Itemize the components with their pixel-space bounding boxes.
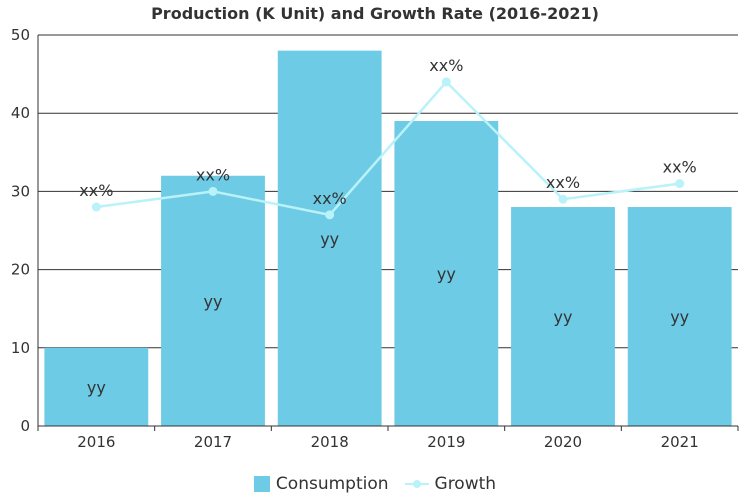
chart-title: Production (K Unit) and Growth Rate (201… [151,4,599,23]
bar-2019 [394,121,499,427]
legend-swatch-consumption [253,476,270,492]
x-tick-label: 2020 [544,433,582,451]
growth-data-label: xx% [546,173,580,192]
growth-point-2021 [675,179,685,189]
bar-data-label: yy [204,292,223,311]
legend-label-growth: Growth [434,474,497,494]
growth-data-label: xx% [663,158,697,177]
legend-item-growth[interactable]: Growth [404,474,497,494]
x-tick-label: 2016 [77,433,115,451]
growth-data-label: xx% [429,56,463,75]
y-tick-label: 10 [11,339,30,357]
growth-data-label: xx% [313,189,347,208]
y-tick-label: 40 [11,104,30,122]
y-tick-label: 50 [11,26,30,44]
x-tick-label: 2021 [661,433,699,451]
legend: Consumption Growth [0,474,750,494]
growth-point-2016 [91,202,101,212]
bar-2016 [44,347,149,426]
y-tick-label: 30 [11,182,30,200]
bar-data-label: yy [87,378,106,397]
bar-data-label: yy [670,308,689,327]
growth-point-2018 [325,210,335,220]
bar-2021 [627,207,732,426]
growth-point-2019 [441,77,451,87]
bar-data-label: yy [437,265,456,284]
x-tick-label: 2019 [427,433,465,451]
y-tick-label: 20 [11,261,30,279]
legend-item-consumption[interactable]: Consumption [253,474,389,494]
growth-line [96,80,680,217]
growth-point-2020 [558,194,568,204]
x-tick-label: 2017 [194,433,232,451]
growth-data-label: xx% [79,181,113,200]
legend-label-consumption: Consumption [275,474,389,494]
legend-swatch-growth [404,480,429,488]
growth-point-2017 [208,186,218,196]
x-tick-label: 2018 [311,433,349,451]
bar-2020 [511,207,615,426]
bar-data-label: yy [554,308,573,327]
growth-data-label: xx% [196,165,230,184]
y-tick-label: 0 [20,417,30,435]
bar-2017 [161,175,265,426]
bar-2018 [277,50,382,426]
bar-data-label: yy [320,229,339,248]
